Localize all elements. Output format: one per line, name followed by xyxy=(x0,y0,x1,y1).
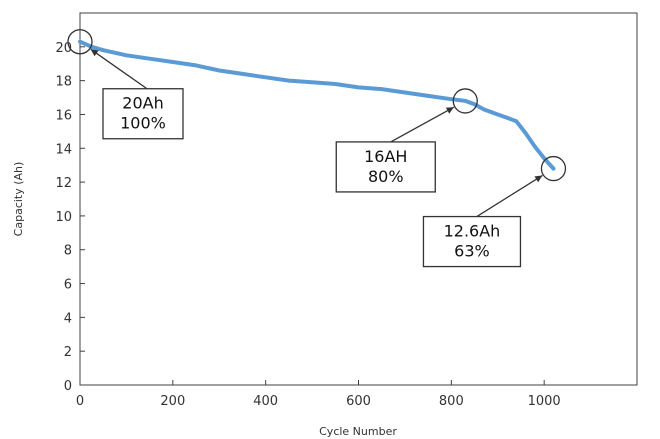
callout-label: 63% xyxy=(454,242,490,261)
callout-circle xyxy=(540,155,567,182)
y-tick-label: 10 xyxy=(55,210,72,225)
capacity-data-point xyxy=(78,39,82,44)
callout-label: 16AH xyxy=(364,147,407,166)
x-axis-title: Cycle Number xyxy=(319,425,397,438)
capacity-data-point xyxy=(194,63,198,68)
y-tick-label: 14 xyxy=(55,142,72,157)
capacity-data-point xyxy=(171,60,175,64)
capacity-data-point xyxy=(514,119,519,124)
y-tick-label: 4 xyxy=(64,311,72,326)
callout-label: 20Ah xyxy=(122,94,163,113)
plot-frame xyxy=(79,12,638,386)
y-tick-label: 0 xyxy=(64,379,72,394)
x-tick-label: 800 xyxy=(439,394,464,409)
y-axis-title: Capacity (Ah) xyxy=(12,162,25,237)
capacity-data-point xyxy=(217,68,222,73)
capacity-data-point xyxy=(463,99,468,103)
capacity-data-point xyxy=(287,78,291,83)
y-tick-label: 6 xyxy=(64,278,72,293)
capacity-data-point xyxy=(495,112,500,117)
y-tick-label: 12 xyxy=(55,176,72,191)
capacity-data-point xyxy=(333,82,338,86)
callout-label: 80% xyxy=(368,167,404,186)
callout-arrow xyxy=(476,174,543,218)
x-tick-label: 400 xyxy=(253,394,278,409)
y-tick-label: 18 xyxy=(55,75,72,90)
x-tick-label: 1000 xyxy=(528,394,561,409)
capacity-data-point xyxy=(379,87,384,91)
capacity-data-point xyxy=(263,75,268,80)
capacity-data-point xyxy=(426,94,430,98)
callout-box xyxy=(102,88,184,140)
callout-box xyxy=(422,215,522,268)
capacity-data-point xyxy=(310,80,314,85)
capacity-data-point xyxy=(551,166,556,171)
capacity-data-point xyxy=(101,48,106,52)
capacity-data-point xyxy=(240,72,245,76)
x-tick-label: 200 xyxy=(160,394,185,409)
capacity-data-point xyxy=(449,97,454,102)
capacity-data-point xyxy=(124,53,129,58)
x-axis-ticks: 0 200 400 600 800 1000 xyxy=(76,380,561,409)
callout-circle xyxy=(67,29,93,55)
capacity-data-point xyxy=(472,102,477,107)
callout-arrow xyxy=(390,106,455,143)
capacity-data-point xyxy=(482,107,486,112)
x-tick-label: 600 xyxy=(346,394,371,409)
callout-arrowhead xyxy=(445,107,454,114)
callout-box xyxy=(335,141,436,193)
callout-label: 12.6Ah xyxy=(444,222,501,241)
y-tick-label: 8 xyxy=(64,244,72,259)
capacity-data-point xyxy=(547,161,551,166)
callout-arrow xyxy=(90,48,148,90)
capacity-data-point xyxy=(147,56,152,61)
capacity-data-point xyxy=(523,131,528,135)
x-tick-label: 0 xyxy=(76,394,84,409)
callout-arrowhead xyxy=(534,175,543,183)
capacity-data-point xyxy=(356,85,361,90)
callout-arrowhead xyxy=(90,49,99,57)
y-tick-label: 16 xyxy=(55,108,72,123)
series-layer xyxy=(78,39,556,171)
capacity-data-point xyxy=(403,90,407,95)
callout-label: 100% xyxy=(120,114,166,133)
capacity-data-point xyxy=(533,144,537,149)
capacity-data-point xyxy=(505,116,509,120)
y-tick-label: 2 xyxy=(64,345,72,360)
callout-circle xyxy=(452,88,478,114)
